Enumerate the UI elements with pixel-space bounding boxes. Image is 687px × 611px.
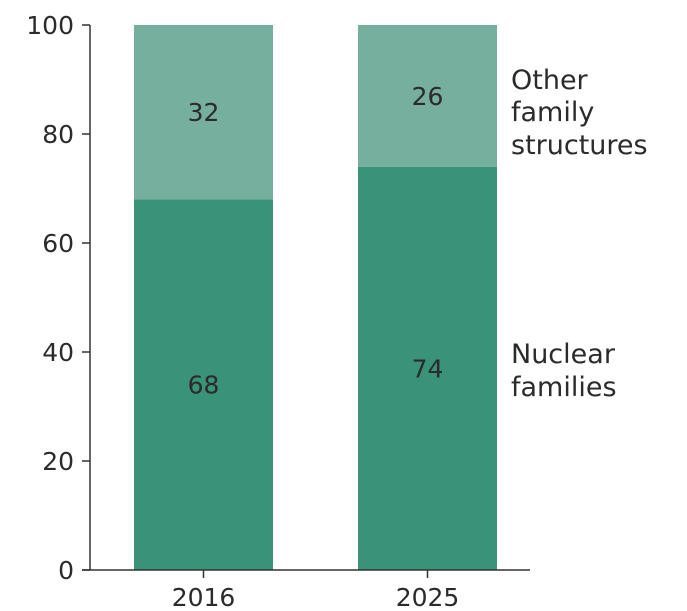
data-label-nuclear-families-2025: 74 (412, 354, 444, 383)
data-label-other-family-structures-2016: 32 (188, 98, 220, 127)
legend-other-line3: structures (511, 130, 648, 161)
y-tick-label-100: 100 (26, 11, 74, 40)
x-axis: 2016 2025 (82, 569, 530, 611)
y-tick-label-40: 40 (42, 338, 74, 367)
y-tick-label-80: 80 (42, 120, 74, 149)
y-axis: 0 20 40 60 80 100 (26, 11, 91, 585)
data-labels-group: 68 32 74 26 (188, 82, 444, 400)
data-label-nuclear-families-2016: 68 (188, 371, 220, 400)
y-tick-label-20: 20 (42, 447, 74, 476)
bars-group (134, 25, 497, 570)
bar-other-family-structures-2025 (358, 25, 497, 167)
legend-other-line1: Other (511, 65, 589, 96)
bar-other-family-structures-2016 (134, 25, 273, 200)
x-tick-label-2016: 2016 (172, 583, 236, 611)
data-label-other-family-structures-2025: 26 (412, 82, 444, 111)
legend-nuclear-line1: Nuclear (511, 339, 616, 370)
legend-other-line2: family (511, 97, 594, 128)
legend: Other family structures Nuclear families (511, 65, 648, 403)
bar-nuclear-families-2025 (358, 166, 497, 570)
bar-nuclear-families-2016 (134, 199, 273, 570)
y-tick-label-60: 60 (42, 229, 74, 258)
legend-nuclear-line2: families (511, 372, 617, 403)
y-tick-label-0: 0 (58, 556, 74, 585)
x-tick-label-2025: 2025 (396, 583, 460, 611)
